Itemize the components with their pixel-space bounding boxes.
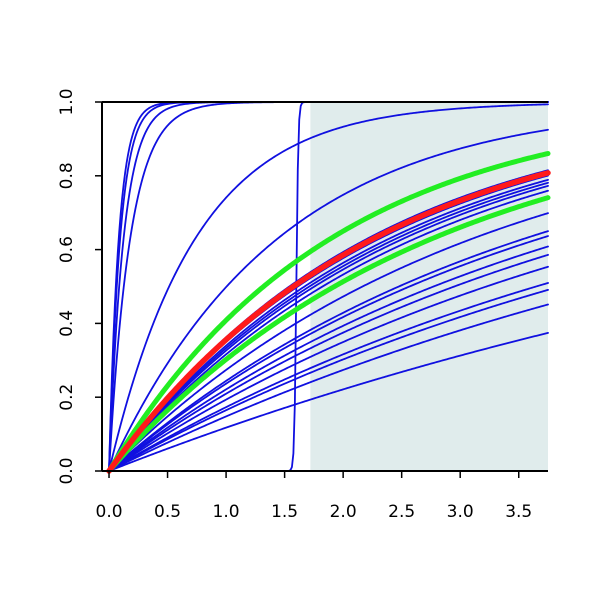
series-line-blue-19 xyxy=(108,288,549,472)
x-tick-label: 3.5 xyxy=(505,502,532,522)
x-tick-label: 2.0 xyxy=(330,502,357,522)
series-line-red-25 xyxy=(106,170,551,474)
x-axis: 0.0 0.5 1.0 1.5 2.0 2.5 3.0 3.5 xyxy=(96,471,532,522)
series-line-blue-13 xyxy=(108,230,549,472)
y-tick-label: 0.8 xyxy=(57,162,77,189)
series-line-blue-20 xyxy=(108,303,549,472)
series-line-blue-10 xyxy=(108,184,549,472)
series-line-green-24 xyxy=(106,195,551,474)
y-tick-label: 1.0 xyxy=(57,88,77,115)
y-tick-label: 0.2 xyxy=(57,384,77,411)
y-tick-label: 0.6 xyxy=(57,236,77,263)
y-tick-label: 0.0 xyxy=(57,457,77,484)
series-line-blue-8 xyxy=(108,178,549,472)
series-line-blue-5 xyxy=(108,128,549,472)
series-line-blue-11 xyxy=(108,189,549,472)
series-line-blue-14 xyxy=(108,235,549,472)
series-line-green-23 xyxy=(106,151,551,474)
series-line-blue-21 xyxy=(108,332,549,472)
x-tick-label: 3.0 xyxy=(447,502,474,522)
series-line-blue-12 xyxy=(108,212,549,472)
x-tick-label: 0.5 xyxy=(154,502,181,522)
x-tick-label: 1.0 xyxy=(213,502,240,522)
y-tick-label: 0.4 xyxy=(57,310,77,337)
series-layer xyxy=(106,101,551,474)
y-axis: 0.0 0.2 0.4 0.6 0.8 1.0 xyxy=(57,88,102,485)
series-line-blue-16 xyxy=(108,253,549,472)
series-line-blue-17 xyxy=(108,265,549,472)
series-line-blue-9 xyxy=(108,181,549,472)
series-line-blue-15 xyxy=(108,245,549,472)
series-line-blue-4 xyxy=(108,103,549,472)
axes-frame-layer xyxy=(101,101,548,472)
x-tick-label: 0.0 xyxy=(96,502,123,522)
series-line-blue-18 xyxy=(108,282,549,472)
x-tick-label: 1.5 xyxy=(271,502,298,522)
x-tick-label: 2.5 xyxy=(388,502,415,522)
